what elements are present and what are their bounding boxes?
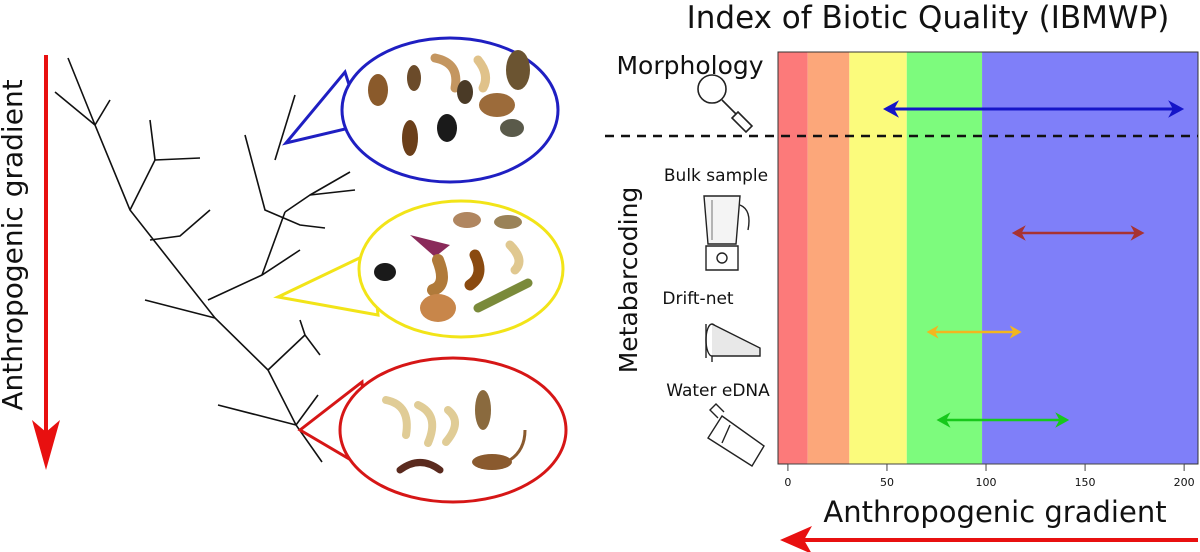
gradient-tree [54,57,356,463]
range-min-arrowhead [936,412,951,428]
x-axis-label: Anthropogenic gradient [823,495,1166,529]
left-gradient-label: Anthropogenic gradient [0,79,29,410]
oval-high [340,36,560,184]
range-max-arrowhead [1130,225,1145,241]
quality-band-3 [906,52,983,464]
range-max-arrowhead [1009,325,1022,339]
method-ranges [883,100,1185,428]
macroinvertebrate-icon [382,390,527,474]
range-min-arrowhead [926,325,939,339]
left-gradient-arrowhead [32,420,60,470]
bulk-sample-label: Bulk sample [664,166,768,186]
range-drift-net [926,325,1022,339]
left-gradient: Anthropogenic gradient [0,55,60,470]
quality-band-1 [807,52,850,464]
bottom-gradient-arrowhead [780,526,812,552]
macroinvertebrate-icon [368,50,530,156]
morphology-label: Morphology [616,51,763,80]
quality-band-2 [849,52,907,464]
x-tick-label-50: 50 [880,476,894,489]
range-min-arrowhead [883,100,899,118]
drift-net-label: Drift-net [662,289,734,309]
drift-net-icon [705,323,761,362]
oval-medium-quality [273,199,565,339]
range-water-edna [936,412,1070,428]
oval-low-quality [297,356,568,504]
method-labels: Morphology Metabarcoding Bulk sample Dri… [614,51,770,401]
x-tick-label-100: 100 [976,476,997,489]
magnifier-icon [697,74,754,134]
range-morphology [883,100,1185,118]
range-min-arrowhead [1011,225,1026,241]
water-edna-label: Water eDNA [666,381,770,401]
x-tick-label-0: 0 [784,476,791,489]
blender-icon [703,195,750,271]
x-axis: 0 50 100 150 200 [784,463,1195,489]
oval-high-quality [281,36,560,184]
chart-title: Index of Biotic Quality (IBMWP) [687,0,1170,36]
quality-bands [778,52,1198,464]
quality-band-4 [982,52,1198,464]
x-tick-label-150: 150 [1075,476,1096,489]
x-tick-label-200: 200 [1174,476,1195,489]
range-max-arrowhead [1055,412,1070,428]
macroinvertebrate-icon [374,212,533,322]
quality-band-0 [778,52,808,464]
range-bulk-sample [1011,225,1145,241]
metabarcoding-label: Metabarcoding [614,187,643,374]
water-bottle-icon [707,403,765,467]
ibmwp-chart: Index of Biotic Quality (IBMWP) 0 50 100 15… [605,0,1199,552]
range-max-arrowhead [1168,100,1185,118]
